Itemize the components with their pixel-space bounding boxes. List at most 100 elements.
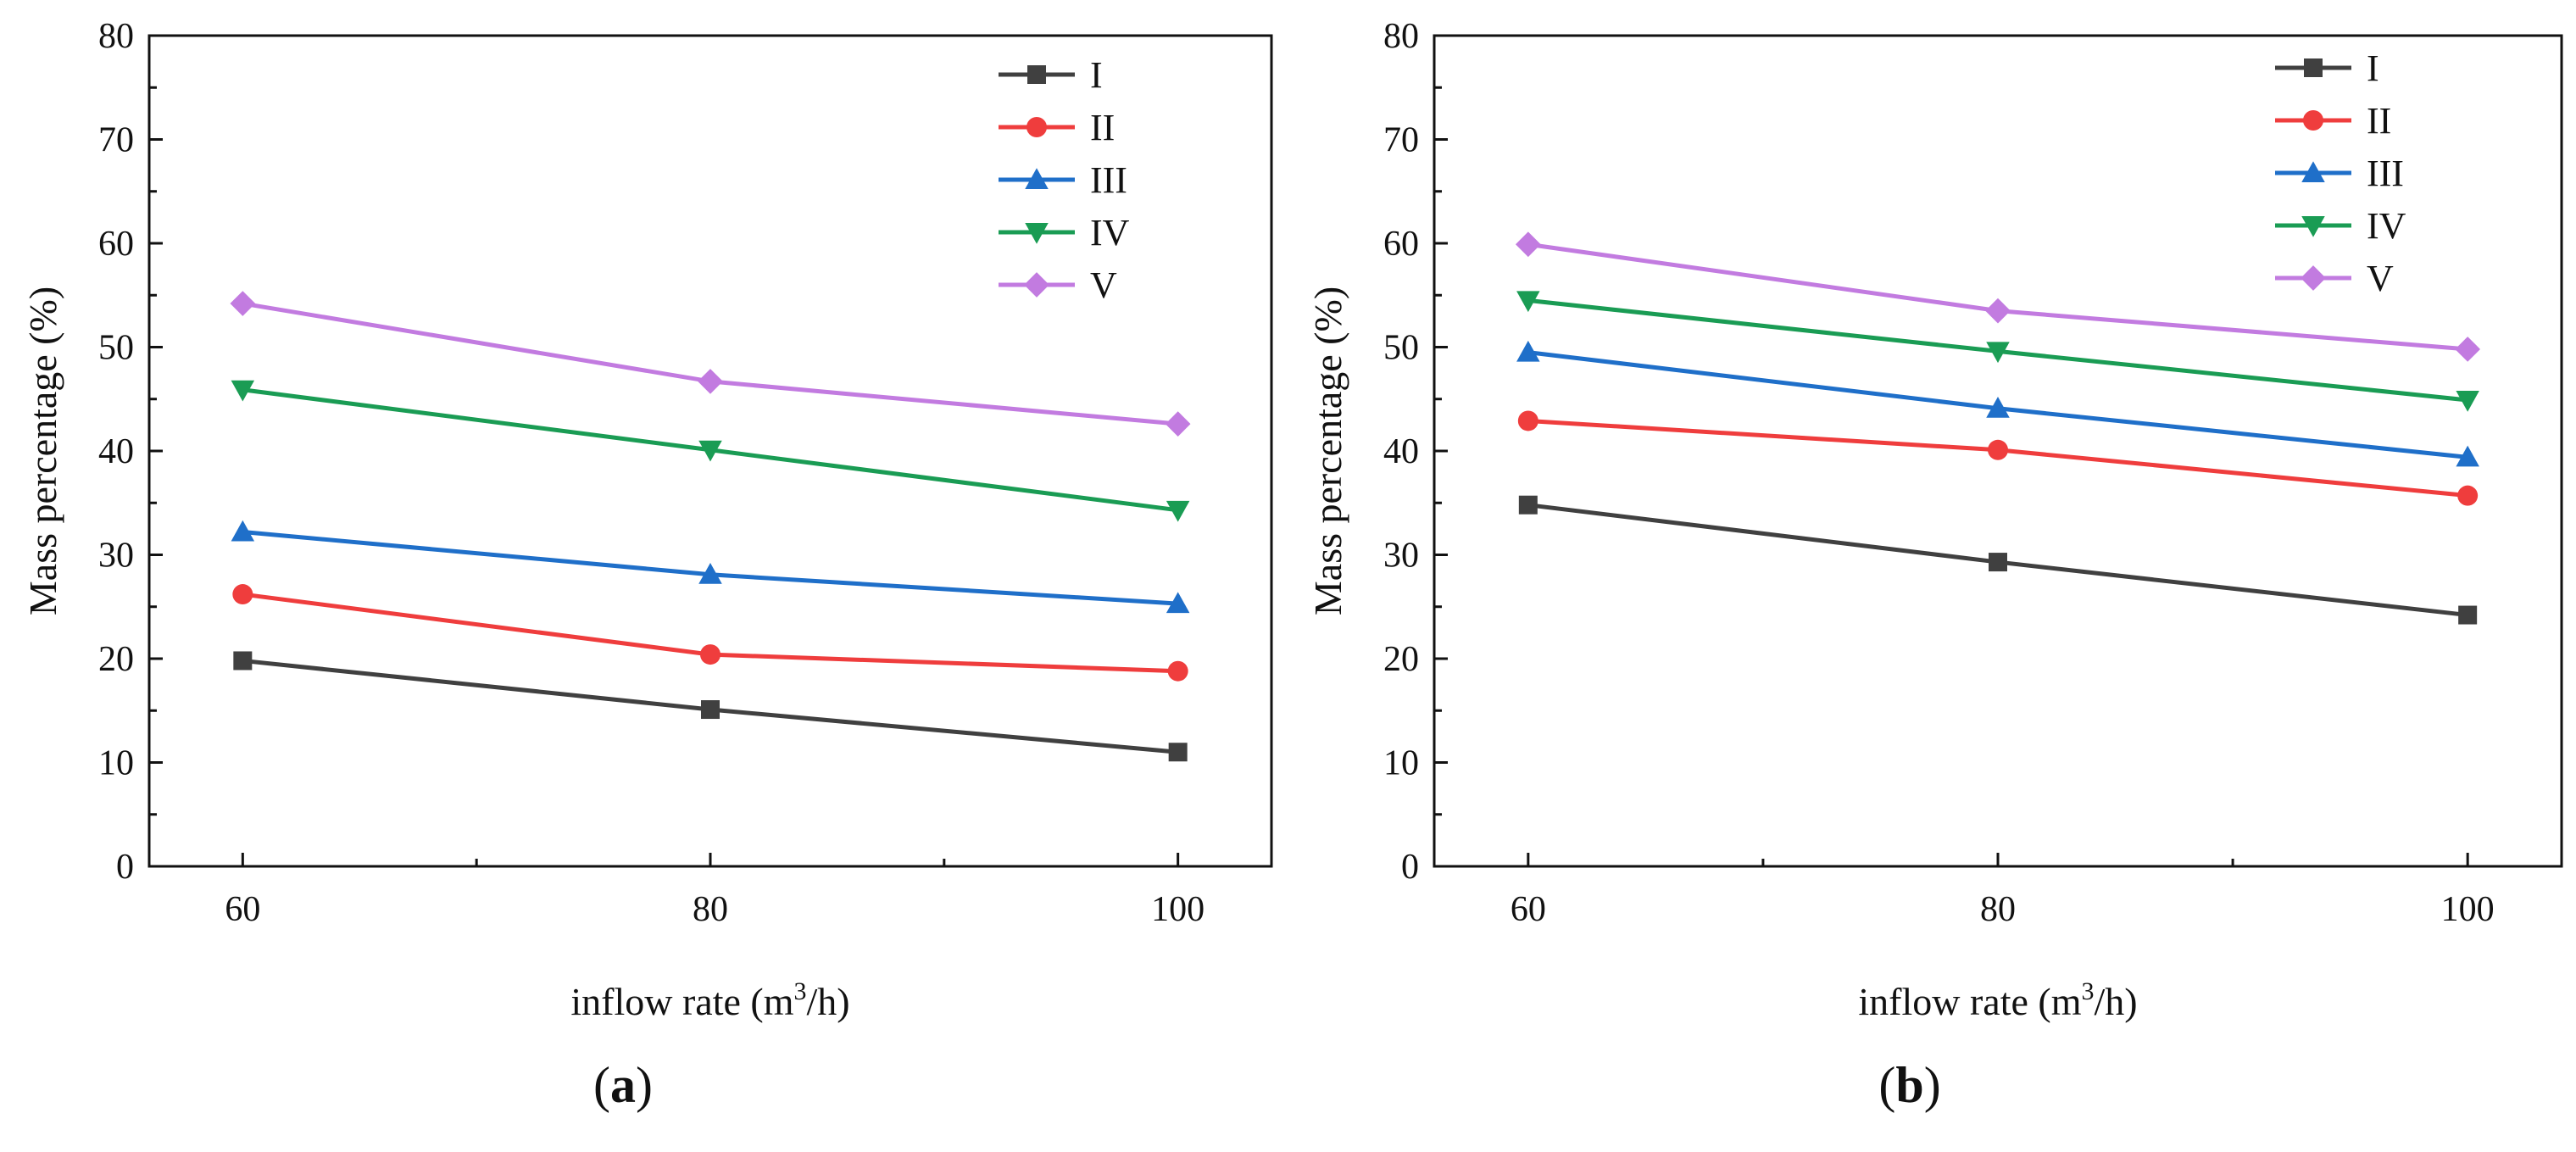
y-tick-label: 20 [98, 640, 134, 679]
series-III [1516, 340, 2479, 467]
x-axis-title: inflow rate (m3/h) [570, 977, 849, 1023]
data-point-III-80 [1986, 397, 2010, 418]
chart-panel-a: 0 10 20 30 40 50 60 70 80 60 80 100 inflow rate (m3/… [21, 17, 1273, 1113]
series-I [1518, 495, 2478, 625]
data-point-III-100 [1166, 592, 1190, 614]
legend-marker [1025, 223, 1049, 244]
series-IV [1516, 291, 2479, 412]
y-tick-label: 0 [116, 848, 134, 887]
x-axis-title-part: /h) [807, 980, 850, 1023]
data-point-III-60 [231, 520, 255, 542]
panel-label-paren: ) [1924, 1057, 1941, 1113]
y-tick-label: 80 [1383, 17, 1419, 56]
panel-label-paren: ( [593, 1057, 610, 1113]
y-tick-label: 20 [1383, 640, 1419, 679]
legend-marker [2301, 265, 2326, 291]
x-axis-title-superscript: 3 [2082, 977, 2095, 1005]
data-point-II-80 [1988, 439, 2008, 460]
data-point-IV-80 [1986, 342, 2010, 364]
data-point-I-80 [701, 700, 720, 720]
legend-marker [1027, 65, 1046, 84]
legend-label: III [2367, 153, 2404, 194]
y-tick-label: 30 [98, 537, 134, 576]
data-point-IV-100 [1166, 500, 1190, 522]
series-V [230, 291, 1191, 437]
data-point-V-100 [2455, 337, 2481, 362]
x-axis-title: inflow rate (m3/h) [1858, 977, 2137, 1023]
legend-entry-III: III [2275, 153, 2404, 194]
legend-entry-I: I [999, 54, 1103, 96]
y-tick-label: 60 [1383, 225, 1419, 264]
legend-entry-IV: IV [999, 212, 1130, 253]
series-V-line [1527, 242, 2468, 352]
data-point-IV-100 [2456, 390, 2479, 412]
series-III [231, 520, 1190, 614]
series-V [1515, 231, 2481, 362]
panel-label: (a) [593, 1057, 653, 1113]
legend-label: II [1090, 107, 1115, 148]
x-tick-label: 60 [225, 890, 260, 929]
data-point-II-60 [232, 584, 253, 605]
legend-entry-V: V [2275, 258, 2394, 299]
data-point-I-60 [1518, 495, 1538, 515]
data-point-II-100 [2457, 485, 2479, 506]
x-tick-label: 100 [2441, 890, 2495, 929]
legend-label: IV [2367, 205, 2406, 247]
x-tick-label: 100 [1151, 890, 1205, 929]
y-tick-label: 10 [1383, 744, 1419, 783]
y-tick-label: 40 [1383, 432, 1419, 471]
x-tick-label: 80 [693, 890, 728, 929]
data-point-I-80 [1989, 553, 2007, 572]
legend-label: IV [1090, 212, 1130, 253]
y-tick-label: 60 [98, 225, 134, 264]
x-axis-title-part: inflow rate (m [570, 980, 793, 1023]
legend-entry-I: I [2275, 47, 2379, 89]
data-point-IV-60 [231, 380, 255, 402]
chart-panel-b: 0 10 20 30 40 50 60 70 80 60 80 100 inflow rate (m3/… [1306, 17, 2563, 1113]
data-point-V-80 [1985, 298, 2011, 324]
legend-label: III [1090, 159, 1127, 201]
legend-label: II [2367, 100, 2391, 142]
legend-marker [2303, 110, 2323, 131]
data-point-III-60 [1516, 340, 1540, 362]
data-point-IV-60 [1516, 291, 1540, 313]
legend-entry-III: III [999, 159, 1127, 201]
y-tick-label: 40 [98, 432, 134, 471]
legend-entry-II: II [999, 107, 1115, 148]
y-axis-title: Mass percentage (%) [1306, 287, 1349, 615]
y-tick-label: 30 [1383, 537, 1419, 576]
data-point-I-100 [2458, 605, 2478, 625]
y-tick-label: 70 [98, 121, 134, 160]
y-tick-label: 70 [1383, 121, 1419, 160]
data-point-V-60 [230, 291, 256, 316]
data-point-V-80 [698, 369, 723, 394]
series-I [233, 651, 1188, 762]
series-II [232, 584, 1188, 682]
data-point-V-100 [1165, 411, 1191, 437]
legend-marker [1025, 168, 1049, 189]
panel-label-paren: ) [636, 1057, 653, 1113]
panel-label-letter: b [1895, 1057, 1923, 1113]
legend-label: I [2367, 47, 2379, 89]
series-II [1517, 410, 2479, 506]
panel-label: (b) [1878, 1057, 1940, 1113]
y-axis-title: Mass percentage (%) [21, 287, 64, 615]
x-tick-label: 80 [1980, 890, 2016, 929]
legend-label: V [2367, 258, 2394, 299]
legend-marker [1027, 117, 1047, 137]
data-point-III-100 [2456, 445, 2479, 467]
y-tick-label: 10 [98, 744, 134, 783]
data-point-II-100 [1167, 660, 1188, 682]
data-point-II-60 [1517, 410, 1538, 431]
x-axis-title-superscript: 3 [794, 977, 807, 1005]
data-point-II-80 [700, 644, 721, 665]
data-point-IV-80 [698, 440, 722, 462]
legend-label: V [1090, 264, 1117, 306]
legend-marker [2301, 161, 2325, 182]
legend-entry-V: V [999, 264, 1117, 306]
data-point-V-60 [1515, 231, 1541, 258]
legend-marker [2301, 216, 2325, 237]
panel-label-paren: ( [1878, 1057, 1895, 1113]
series-IV [231, 380, 1190, 522]
